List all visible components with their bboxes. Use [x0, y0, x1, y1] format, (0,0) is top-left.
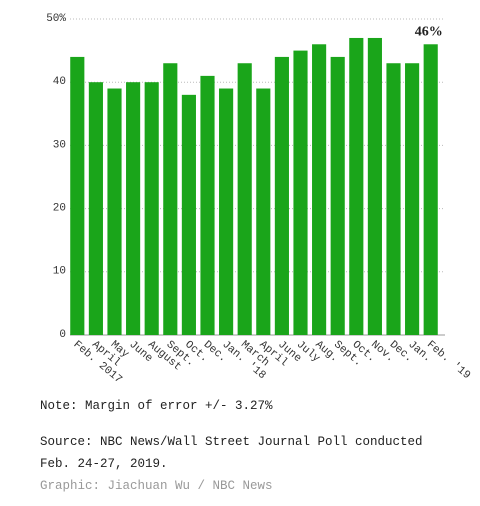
bar — [88, 82, 103, 335]
bar — [274, 56, 289, 336]
y-tick-label: 40 — [53, 76, 66, 88]
source: Source: NBC News/Wall Street Journal Pol… — [40, 435, 423, 471]
bar — [237, 63, 252, 336]
bar — [219, 88, 234, 336]
value-label: 46% — [415, 24, 443, 39]
note: Note: Margin of error +/- 3.27% — [40, 399, 273, 413]
y-tick-label: 10 — [53, 266, 66, 278]
bar — [367, 37, 382, 336]
y-tick-label: 0 — [59, 329, 66, 341]
bar — [405, 63, 420, 336]
bar — [386, 63, 401, 336]
x-tick-label: Feb. '19 — [424, 339, 472, 382]
bar — [163, 63, 178, 336]
bar — [256, 88, 271, 336]
bar — [200, 75, 215, 335]
y-tick-label: 30 — [53, 139, 66, 151]
bar — [107, 88, 122, 336]
y-tick-label: 50% — [46, 13, 66, 25]
bar — [70, 56, 85, 336]
y-tick-label: 20 — [53, 203, 66, 215]
bar — [126, 82, 141, 335]
bar — [293, 50, 308, 335]
bar — [181, 94, 196, 335]
bar — [330, 56, 345, 336]
bar — [144, 82, 159, 335]
bar — [423, 44, 438, 335]
credit: Graphic: Jiachuan Wu / NBC News — [40, 479, 273, 493]
bar — [349, 37, 364, 336]
notes: Note: Margin of error +/- 3.27% Source: … — [40, 395, 460, 497]
bar — [312, 44, 327, 335]
